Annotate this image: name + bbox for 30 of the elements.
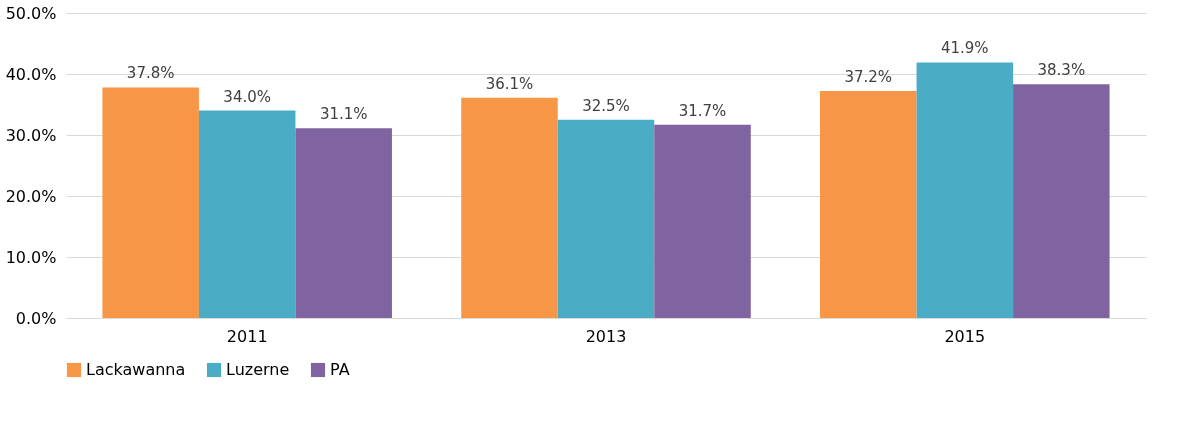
y-tick-label: 30.0% — [5, 125, 57, 145]
bar — [102, 87, 199, 318]
bar — [1013, 84, 1110, 318]
y-tick-label: 20.0% — [5, 186, 57, 206]
legend-label: Lackawanna — [86, 360, 186, 379]
data-label: 37.2% — [844, 68, 893, 87]
data-label: 34.0% — [223, 87, 272, 106]
bar — [295, 128, 392, 318]
bar — [916, 62, 1014, 318]
bar — [557, 119, 655, 318]
x-tick-label: 2015 — [944, 326, 986, 346]
data-label: 37.8% — [126, 64, 175, 83]
bar — [654, 124, 751, 318]
bar — [198, 110, 296, 318]
data-label: 32.5% — [582, 96, 630, 115]
x-tick-label: 2013 — [585, 326, 627, 346]
data-label: 31.7% — [678, 101, 727, 120]
data-label: 38.3% — [1037, 61, 1086, 80]
data-label: 41.9% — [940, 39, 989, 58]
y-tick-label: 0.0% — [15, 308, 57, 328]
data-label: 36.1% — [485, 74, 534, 93]
x-tick-label: 2011 — [226, 326, 268, 346]
y-tick-label: 10.0% — [5, 247, 57, 267]
legend-label: Luzerne — [226, 360, 290, 379]
legend-label: PA — [330, 360, 350, 379]
bar — [461, 97, 558, 318]
y-tick-label: 40.0% — [5, 64, 57, 84]
y-tick-label: 50.0% — [5, 3, 57, 23]
data-label: 31.1% — [319, 105, 368, 124]
bar — [820, 91, 917, 318]
